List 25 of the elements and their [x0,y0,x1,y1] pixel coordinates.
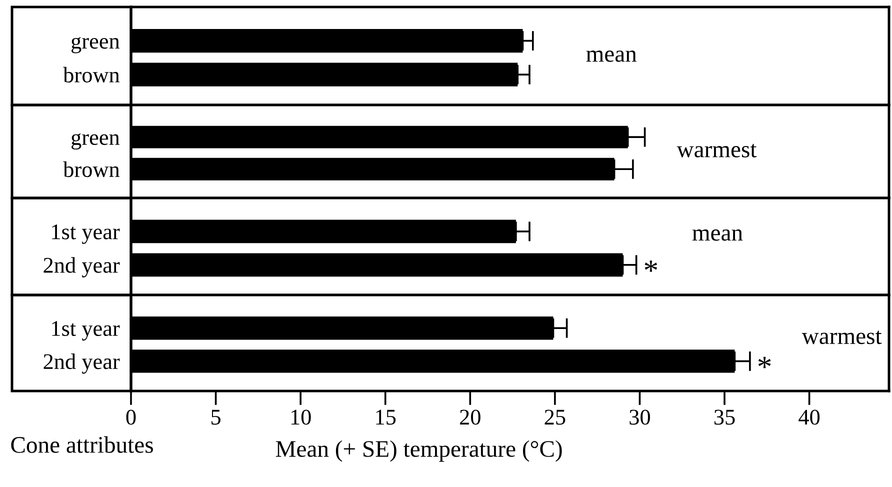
y-tick-label: brown [63,161,120,178]
y-tick-label: brown [63,66,120,83]
annotation: * [758,356,771,368]
x-tick-label: 35 [714,410,735,425]
x-tick-label: 15 [376,410,396,425]
y-tick-label: 2nd year [44,353,120,374]
x-tick-label: 5 [212,410,220,425]
y-tick-label: green [71,133,120,150]
annotation: warmest [676,144,757,158]
text: Cone attributes [11,436,153,453]
annotation: mean [586,50,637,62]
x-tick-label: 10 [291,410,311,425]
x-tick-label: 40 [798,410,820,425]
x-axis-title: Mean (+ SE) temperature (°C) [276,440,562,462]
annotation: warmest [802,330,882,344]
y-tick-label: 2nd year [44,257,120,278]
y-tick-label: 1st year [52,321,120,341]
annotation: mean [692,229,743,241]
x-tick-label: 30 [630,410,650,425]
x-tick-label: 0 [126,410,136,425]
y-tick-label: 1st year [52,224,120,244]
x-tick-label: 25 [544,410,566,425]
y-tick-label: green [71,37,120,54]
x-tick-label: 20 [460,410,480,425]
annotation: * [644,260,658,272]
